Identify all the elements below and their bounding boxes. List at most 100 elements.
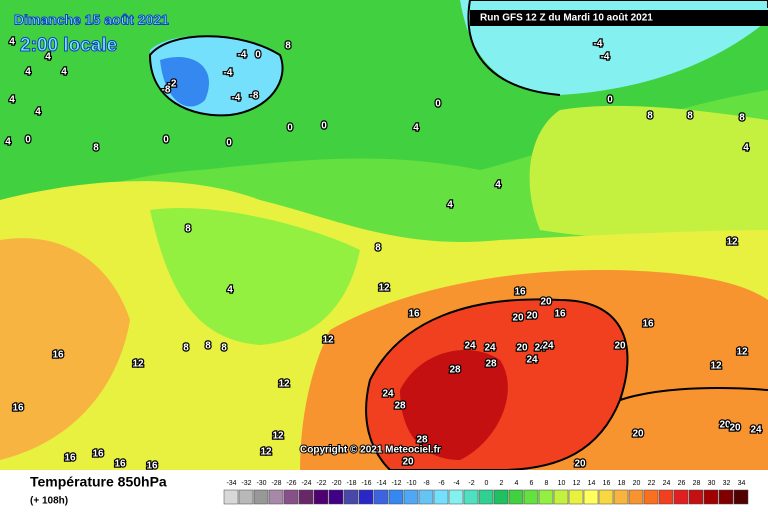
legend-label: 20: [633, 480, 641, 487]
legend-label: 34: [738, 480, 746, 487]
contour-label: 0: [163, 135, 169, 146]
legend-label: -22: [316, 480, 326, 487]
contour-label: 0: [287, 123, 293, 134]
contour-label: 4: [227, 285, 233, 296]
contour-label: 28: [449, 365, 461, 376]
legend-label: -2: [468, 480, 474, 487]
contour-label: 4: [447, 200, 453, 211]
contour-label: 24: [542, 341, 554, 352]
contour-label: 20: [402, 457, 414, 468]
legend-label: -8: [423, 480, 429, 487]
legend-label: -14: [376, 480, 386, 487]
legend-swatch: [388, 489, 404, 505]
legend-label: -24: [301, 480, 311, 487]
legend-swatch: [418, 489, 434, 505]
contour-label: 4: [743, 143, 749, 154]
mild-region: [529, 105, 768, 260]
map-date: Dimanche 15 août 2021: [14, 12, 169, 28]
legend-swatch: [658, 489, 674, 505]
legend-swatch: [568, 489, 584, 505]
contour-label: 20: [614, 341, 626, 352]
contour-label: 12: [272, 431, 284, 442]
legend-swatch: [598, 489, 614, 505]
contour-label: 16: [408, 309, 420, 320]
contour-label: 16: [12, 403, 24, 414]
run-banner: [470, 10, 768, 26]
legend-label: 30: [708, 480, 716, 487]
contour-label: 4: [5, 137, 11, 148]
legend-label: 16: [603, 480, 611, 487]
legend-label: 14: [588, 480, 596, 487]
legend-swatch: [703, 489, 719, 505]
contour-label: 20: [729, 423, 741, 434]
contour-label: -2: [168, 79, 177, 90]
contour-label: 8: [285, 41, 291, 52]
legend-label: 8: [545, 480, 549, 487]
legend-label: -26: [286, 480, 296, 487]
run-info: Run GFS 12 Z du Mardi 10 août 2021: [480, 13, 653, 24]
legend-label: -4: [453, 480, 459, 487]
footer-title: Température 850hPa: [30, 474, 167, 490]
contour-label: 24: [382, 389, 394, 400]
legend-swatch: [328, 489, 344, 505]
contour-label: 12: [278, 379, 290, 390]
contour-label: 4: [413, 123, 419, 134]
legend-swatch: [448, 489, 464, 505]
legend-swatch: [673, 489, 689, 505]
contour-label: 8: [221, 343, 227, 354]
contour-label: -4: [232, 93, 241, 104]
legend-swatch: [298, 489, 314, 505]
contour-label: 16: [554, 309, 566, 320]
legend-swatch: [283, 489, 299, 505]
legend-label: 12: [573, 480, 581, 487]
contour-label: -4: [224, 68, 233, 79]
contour-label: 4: [9, 37, 15, 48]
legend-swatch: [433, 489, 449, 505]
contour-label: 20: [526, 311, 538, 322]
legend-label: 4: [515, 480, 519, 487]
legend-label: -20: [331, 480, 341, 487]
legend-swatch: [733, 489, 749, 505]
legend-label: 18: [618, 480, 626, 487]
legend-swatch: [268, 489, 284, 505]
contour-label: 16: [114, 459, 126, 470]
legend-label: -32: [241, 480, 251, 487]
warm-region: [0, 238, 130, 460]
contour-label: 4: [25, 67, 31, 78]
contour-label: 16: [64, 453, 76, 464]
contour-label: 20: [540, 297, 552, 308]
contour-label: -4: [238, 50, 247, 61]
contour-label: 4: [495, 180, 501, 191]
copyright: Copyright © 2021 Meteociel.fr: [300, 445, 441, 456]
contour-line: [148, 35, 284, 117]
legend-swatch: [613, 489, 629, 505]
contour-label: 0: [435, 99, 441, 110]
legend-label: -6: [438, 480, 444, 487]
contour-label: 4: [9, 95, 15, 106]
contour-label: 4: [45, 52, 51, 63]
contour-label: 0: [607, 95, 613, 106]
legend-swatch: [643, 489, 659, 505]
legend-swatch: [718, 489, 734, 505]
legend-label: 22: [648, 480, 656, 487]
legend-label: 28: [693, 480, 701, 487]
contour-label: 20: [632, 429, 644, 440]
contour-label: 28: [394, 401, 406, 412]
contour-label: 20: [516, 343, 528, 354]
legend-swatch: [358, 489, 374, 505]
legend-label: 10: [558, 480, 566, 487]
contour-label: -8: [162, 85, 171, 96]
contour-label: 0: [255, 50, 261, 61]
legend-label: -16: [361, 480, 371, 487]
contour-label: 16: [146, 461, 158, 472]
legend-label: -10: [406, 480, 416, 487]
contour-label: 12: [736, 347, 748, 358]
contour-label: 20: [574, 459, 586, 470]
contour-label: 8: [647, 111, 653, 122]
legend-swatch: [688, 489, 704, 505]
contour-label: 4: [61, 67, 67, 78]
contour-label: 16: [92, 449, 104, 460]
legend-label: -18: [346, 480, 356, 487]
contour-label: 28: [416, 435, 428, 446]
